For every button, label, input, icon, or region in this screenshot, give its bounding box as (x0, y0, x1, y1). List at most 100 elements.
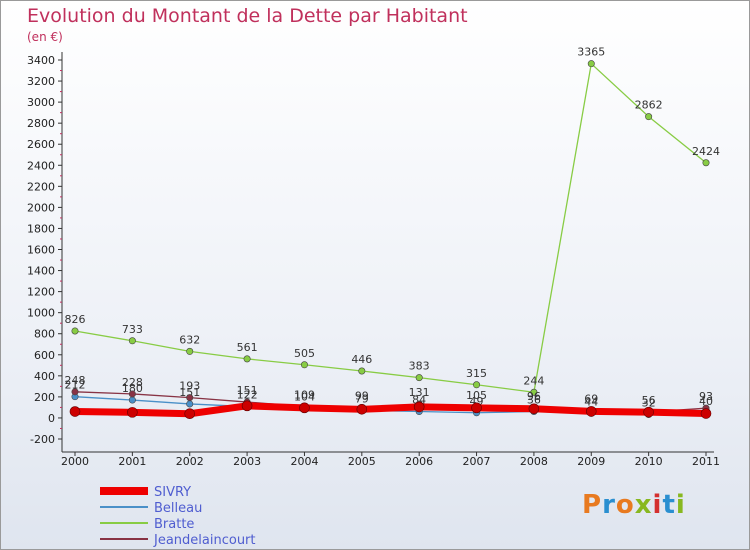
x-tick-label: 2011 (692, 455, 720, 468)
legend-label-sivry: SIVRY (154, 485, 191, 500)
data-label-bratte: 505 (294, 347, 315, 360)
series-line-bratte (74, 63, 707, 393)
data-label-jeandelaincourt: 228 (122, 376, 143, 389)
y-tick-label: 2400 (27, 159, 55, 172)
x-tick-label: 2004 (290, 455, 318, 468)
data-label-jeandelaincourt: 151 (237, 384, 258, 397)
data-label-bratte: 561 (237, 341, 258, 354)
y-tick-label: -200 (30, 433, 55, 446)
data-label-bratte: 826 (65, 313, 86, 326)
y-tick-label: 1400 (27, 265, 55, 278)
data-point-jeandelaincourt (128, 390, 136, 398)
data-label-bratte: 733 (122, 323, 143, 336)
logo-letter: x (634, 490, 653, 520)
data-point-sivry (700, 408, 712, 419)
data-point-jeandelaincourt (71, 388, 79, 396)
data-point-jeandelaincourt (186, 394, 194, 402)
data-label-belleau: 212 (65, 379, 86, 392)
x-tick-label: 2007 (463, 455, 491, 468)
y-tick-label: 2800 (27, 117, 55, 130)
data-point-sivry (528, 403, 540, 415)
series-line-sivry (71, 402, 710, 418)
y-tick-label: 1000 (27, 307, 55, 320)
data-label-bratte: 446 (351, 353, 372, 366)
data-label-belleau: 104 (294, 391, 315, 404)
data-label-bratte: 3365 (577, 46, 605, 59)
data-label-bratte: 244 (523, 374, 544, 387)
data-label-jeandelaincourt: 109 (294, 388, 315, 401)
y-tick-label: 3200 (27, 75, 55, 88)
data-label-belleau: 151 (179, 386, 200, 399)
data-point-bratte (415, 374, 423, 382)
x-tick-label: 2002 (176, 455, 204, 468)
y-tick-label: 3400 (27, 54, 55, 67)
y-tick-label: 2000 (27, 201, 55, 214)
data-point-belleau (128, 396, 136, 404)
chart-subtitle: (en €) (27, 30, 63, 44)
x-tick-label: 2010 (635, 455, 663, 468)
data-label-jeandelaincourt: 99 (355, 390, 369, 403)
data-label-jeandelaincourt: 56 (642, 394, 656, 407)
x-tick-label: 2008 (520, 455, 548, 468)
x-tick-label: 2009 (577, 455, 605, 468)
data-label-jeandelaincourt: 96 (527, 390, 541, 403)
logo-letter: r (602, 490, 616, 520)
data-point-bratte (645, 113, 653, 121)
data-point-sivry (471, 402, 482, 414)
data-point-bratte (702, 159, 710, 167)
data-point-bratte (186, 347, 194, 355)
data-point-sivry (356, 404, 368, 415)
data-label-jeandelaincourt: 131 (409, 386, 430, 399)
data-label-belleau: 32 (642, 396, 656, 409)
data-point-sivry (413, 401, 425, 413)
data-label-bratte: 2424 (692, 145, 720, 158)
data-point-bratte (530, 388, 538, 396)
legend-label-jeandelaincourt: Jeandelaincourt (153, 533, 256, 548)
y-tick-label: 2200 (27, 180, 55, 193)
chart-title: Evolution du Montant de la Dette par Hab… (27, 5, 468, 27)
x-tick-label: 2006 (405, 455, 433, 468)
data-point-bratte (473, 381, 481, 389)
data-label-bratte: 315 (466, 367, 487, 380)
logo-letter: t (662, 490, 676, 520)
data-label-jeandelaincourt: 105 (466, 389, 487, 402)
data-point-bratte (243, 355, 251, 363)
x-tick-label: 2003 (233, 455, 261, 468)
data-point-bratte (300, 361, 308, 369)
data-label-jeandelaincourt: 193 (179, 380, 200, 393)
y-tick-label: 200 (34, 391, 55, 404)
data-point-belleau (186, 400, 194, 408)
data-label-belleau: 122 (237, 389, 258, 402)
y-tick-label: 2600 (27, 138, 55, 151)
data-point-sivry (127, 407, 138, 418)
data-point-bratte (71, 327, 79, 335)
x-tick-label: 2001 (118, 455, 146, 468)
data-label-belleau: 40 (699, 395, 713, 408)
data-point-sivry (69, 406, 81, 417)
data-point-sivry (184, 408, 196, 420)
data-point-bratte (587, 60, 595, 68)
y-tick-label: 1600 (27, 244, 55, 257)
data-label-bratte: 383 (409, 360, 430, 373)
data-point-sivry (241, 400, 253, 412)
data-point-sivry (643, 406, 654, 418)
data-label-jeandelaincourt: 93 (699, 390, 713, 403)
logo-letter: o (615, 490, 635, 520)
data-point-bratte (358, 367, 366, 375)
data-point-bratte (128, 337, 136, 345)
legend-label-belleau: Belleau (154, 501, 202, 516)
y-tick-label: 3000 (27, 96, 55, 109)
data-label-belleau: 44 (584, 395, 598, 408)
data-point-sivry (299, 402, 310, 414)
y-tick-label: 1200 (27, 286, 55, 299)
y-tick-label: 1800 (27, 222, 55, 235)
data-point-sivry (585, 406, 597, 417)
logo-letter: i (675, 490, 686, 520)
data-label-belleau: 180 (122, 382, 143, 395)
logo-letter: P (582, 490, 603, 520)
logo-letter: i (652, 490, 663, 520)
x-tick-label: 2000 (61, 455, 89, 468)
data-label-belleau: 79 (355, 392, 369, 405)
data-label-belleau: 36 (527, 394, 541, 407)
